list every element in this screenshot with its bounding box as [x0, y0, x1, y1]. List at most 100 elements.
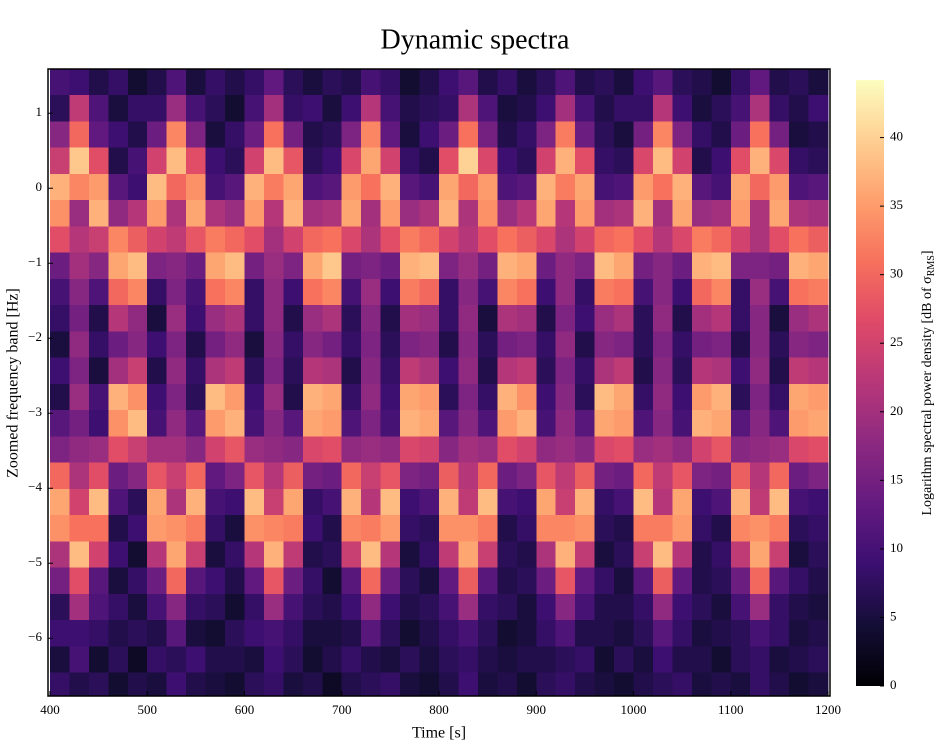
- heatmap-cell: [108, 199, 129, 227]
- colorbar-label-sub: RMS: [926, 255, 937, 276]
- heatmap-cell: [186, 225, 207, 253]
- heatmap-cell: [691, 672, 712, 696]
- heatmap-cell: [225, 94, 246, 122]
- heatmap-cell: [186, 435, 207, 463]
- heatmap-cell: [400, 147, 421, 174]
- heatmap-cell: [322, 147, 343, 174]
- colorbar-tick-label: 20: [890, 403, 903, 418]
- heatmap-cell: [730, 199, 751, 227]
- heatmap-cell: [88, 645, 109, 673]
- heatmap-cell: [555, 488, 576, 516]
- heatmap-cell: [166, 409, 187, 437]
- heatmap-cell: [341, 567, 362, 594]
- heatmap-cell: [808, 147, 829, 174]
- heatmap-cell: [711, 567, 732, 594]
- heatmap-cell: [477, 540, 498, 568]
- heatmap-cell: [769, 69, 790, 96]
- heatmap-cell: [361, 357, 382, 384]
- x-tick-label: 900: [527, 702, 547, 717]
- heatmap-cell: [750, 278, 771, 306]
- heatmap-cell: [341, 304, 362, 332]
- heatmap-cell: [477, 488, 498, 516]
- heatmap-cell: [477, 120, 498, 148]
- heatmap-cell: [283, 199, 304, 227]
- heatmap-cell: [555, 435, 576, 463]
- heatmap-cell: [555, 567, 576, 594]
- colorbar-tick-label: 10: [890, 540, 903, 555]
- heatmap-cell: [555, 120, 576, 148]
- heatmap-cell: [419, 252, 440, 279]
- heatmap-cell: [108, 304, 129, 332]
- heatmap-cell: [477, 94, 498, 122]
- heatmap-cell: [477, 304, 498, 332]
- heatmap-cell: [458, 383, 479, 411]
- heatmap-cell: [575, 462, 596, 489]
- heatmap-cell: [400, 94, 421, 122]
- heatmap-cell: [672, 252, 693, 279]
- heatmap-cell: [652, 462, 674, 489]
- heatmap-cell: [516, 69, 537, 96]
- heatmap-cell: [127, 330, 148, 358]
- heatmap-cell: [458, 173, 479, 201]
- heatmap-cell: [69, 514, 90, 542]
- heatmap-cell: [263, 540, 284, 568]
- heatmap-cell: [691, 225, 712, 253]
- heatmap-cell: [555, 330, 576, 358]
- heatmap-cell: [166, 672, 187, 696]
- heatmap-cell: [127, 225, 148, 253]
- heatmap-cell: [439, 94, 460, 122]
- heatmap-cell: [594, 173, 615, 201]
- heatmap-cell: [750, 94, 771, 122]
- heatmap-cell: [263, 593, 284, 621]
- heatmap-cell: [516, 488, 537, 516]
- heatmap-cell: [711, 593, 732, 621]
- heatmap-cell: [594, 593, 615, 621]
- heatmap-cell: [69, 435, 90, 463]
- heatmap-cell: [730, 409, 751, 437]
- heatmap-cell: [147, 94, 168, 122]
- heatmap-cell: [263, 409, 284, 437]
- heatmap-cell: [108, 488, 129, 516]
- x-tick-label: 1000: [621, 702, 647, 717]
- heatmap-cell: [225, 252, 246, 279]
- heatmap-cell: [341, 69, 362, 96]
- heatmap-cell: [439, 645, 460, 673]
- heatmap-cell: [69, 278, 90, 306]
- heatmap-cell: [263, 69, 284, 96]
- heatmap-cell: [49, 357, 70, 384]
- heatmap-cell: [477, 69, 498, 96]
- heatmap-cell: [614, 199, 635, 227]
- heatmap-cell: [361, 252, 382, 279]
- heatmap-cell: [769, 567, 790, 594]
- heatmap-cell: [302, 120, 323, 148]
- heatmap-cell: [808, 383, 829, 411]
- heatmap-cell: [88, 252, 109, 279]
- heatmap-cell: [302, 540, 323, 568]
- heatmap-cell: [789, 409, 810, 437]
- heatmap-cell: [652, 540, 674, 568]
- heatmap-cell: [69, 593, 90, 621]
- heatmap-cell: [361, 225, 382, 253]
- heatmap-cell: [711, 330, 732, 358]
- heatmap-cell: [614, 225, 635, 253]
- heatmap-cell: [49, 514, 70, 542]
- heatmap-cell: [575, 94, 596, 122]
- heatmap-cell: [400, 593, 421, 621]
- heatmap-cell: [672, 357, 693, 384]
- heatmap-cell: [730, 593, 751, 621]
- heatmap-cell: [419, 619, 440, 647]
- heatmap-cell: [225, 278, 246, 306]
- heatmap-cell: [769, 225, 790, 253]
- heatmap-cell: [186, 199, 207, 227]
- heatmap-cell: [69, 120, 90, 148]
- heatmap-cell: [458, 304, 479, 332]
- heatmap-cell: [127, 619, 148, 647]
- heatmap-cell: [575, 120, 596, 148]
- heatmap-cell: [555, 645, 576, 673]
- heatmap-cell: [439, 330, 460, 358]
- heatmap-cell: [750, 619, 771, 647]
- heatmap-cell: [750, 304, 771, 332]
- heatmap-cell: [439, 462, 460, 489]
- heatmap-cell: [147, 409, 168, 437]
- heatmap-cell: [555, 278, 576, 306]
